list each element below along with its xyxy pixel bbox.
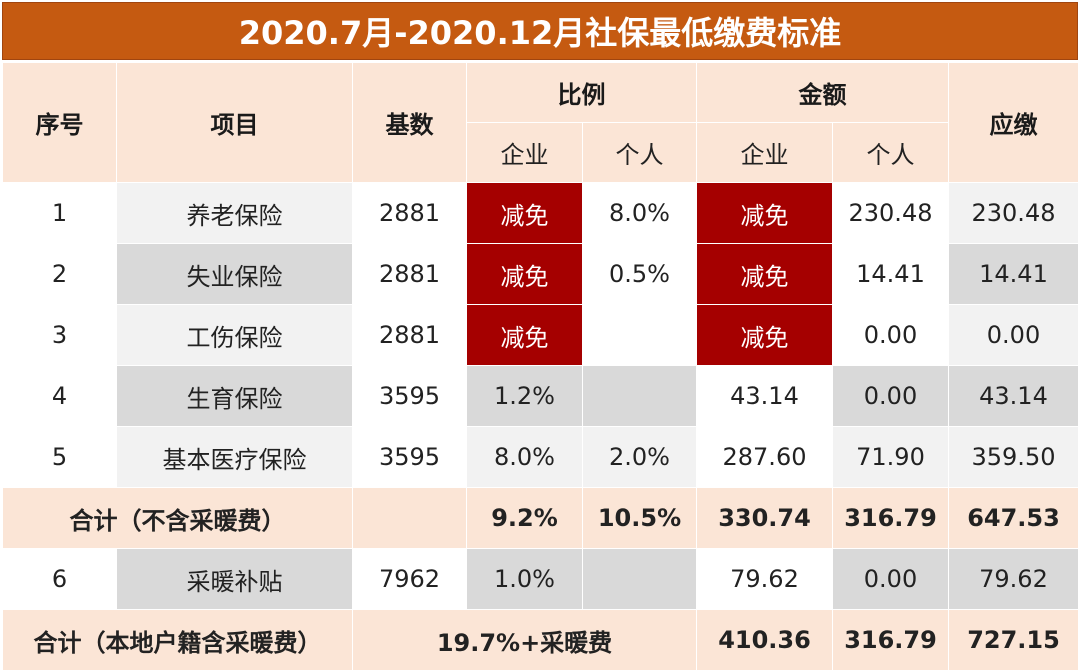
header-amount-personal: 个人 [832, 122, 949, 183]
row-item: 工伤保险 [116, 304, 353, 366]
header-ratio-enterprise: 企业 [466, 122, 583, 183]
row-amount-enterprise: 减免 [696, 182, 833, 244]
row-base: 3595 [352, 426, 467, 488]
subtotal-amount-enterprise: 330.74 [696, 487, 833, 549]
row-due: 43.14 [948, 365, 1079, 427]
row-ratio-enterprise: 8.0% [466, 426, 583, 488]
row-amount-enterprise: 减免 [696, 243, 833, 305]
row-seq: 1 [2, 182, 117, 244]
header-ratio-personal: 个人 [582, 122, 697, 183]
row-base: 2881 [352, 304, 467, 366]
table-row: 5 基本医疗保险 3595 8.0% 2.0% 287.60 71.90 359… [2, 426, 1079, 488]
row-ratio-enterprise: 1.2% [466, 365, 583, 427]
row-ratio-personal [582, 548, 697, 610]
row-amount-personal: 0.00 [832, 548, 949, 610]
subtotal-ratio-personal: 10.5% [582, 487, 697, 549]
header-due: 应缴 [948, 62, 1079, 183]
table-row: 1 养老保险 2881 减免 8.0% 减免 230.48 230.48 [2, 182, 1079, 244]
row-due: 0.00 [948, 304, 1079, 366]
header-item: 项目 [116, 62, 353, 183]
row-due: 14.41 [948, 243, 1079, 305]
table-title: 2020.7月-2020.12月社保最低缴费标准 [2, 2, 1078, 60]
row-due: 230.48 [948, 182, 1079, 244]
row-item: 采暖补贴 [116, 548, 353, 610]
table-row: 4 生育保险 3595 1.2% 43.14 0.00 43.14 [2, 365, 1079, 427]
row-item: 失业保险 [116, 243, 353, 305]
total-label: 合计（本地户籍含采暖费） [2, 609, 353, 671]
table-row: 3 工伤保险 2881 减免 减免 0.00 0.00 [2, 304, 1079, 366]
total-ratio: 19.7%+采暖费 [352, 609, 697, 671]
row-amount-personal: 71.90 [832, 426, 949, 488]
row-base: 7962 [352, 548, 467, 610]
header-ratio: 比例 [466, 62, 697, 123]
row-seq: 6 [2, 548, 117, 610]
row-ratio-personal: 8.0% [582, 182, 697, 244]
row-ratio-enterprise: 减免 [466, 182, 583, 244]
row-amount-enterprise: 79.62 [696, 548, 833, 610]
row-base: 2881 [352, 182, 467, 244]
row-item: 基本医疗保险 [116, 426, 353, 488]
row-ratio-personal [582, 304, 697, 366]
row-due: 79.62 [948, 548, 1079, 610]
row-due: 359.50 [948, 426, 1079, 488]
table-row: 2 失业保险 2881 减免 0.5% 减免 14.41 14.41 [2, 243, 1079, 305]
row-seq: 3 [2, 304, 117, 366]
row-seq: 2 [2, 243, 117, 305]
row-amount-enterprise: 减免 [696, 304, 833, 366]
table-row: 6 采暖补贴 7962 1.0% 79.62 0.00 79.62 [2, 548, 1079, 610]
total-amount-personal: 316.79 [832, 609, 949, 671]
row-amount-personal: 230.48 [832, 182, 949, 244]
subtotal-amount-personal: 316.79 [832, 487, 949, 549]
row-amount-enterprise: 287.60 [696, 426, 833, 488]
subtotal-base [352, 487, 467, 549]
row-item: 生育保险 [116, 365, 353, 427]
header-seq: 序号 [2, 62, 117, 183]
row-item: 养老保险 [116, 182, 353, 244]
row-ratio-enterprise: 减免 [466, 243, 583, 305]
row-ratio-enterprise: 减免 [466, 304, 583, 366]
total-amount-enterprise: 410.36 [696, 609, 833, 671]
row-ratio-personal [582, 365, 697, 427]
header-amount: 金额 [696, 62, 949, 123]
row-base: 3595 [352, 365, 467, 427]
header-amount-enterprise: 企业 [696, 122, 833, 183]
row-amount-personal: 0.00 [832, 365, 949, 427]
subtotal-row: 合计（不含采暖费） 9.2% 10.5% 330.74 316.79 647.5… [2, 487, 1079, 549]
subtotal-ratio-enterprise: 9.2% [466, 487, 583, 549]
header-base: 基数 [352, 62, 467, 183]
subtotal-label: 合计（不含采暖费） [2, 487, 353, 549]
social-insurance-table: 序号 项目 基数 比例 金额 应缴 企业 个人 企业 个人 1 养老保险 288… [2, 62, 1079, 671]
row-seq: 5 [2, 426, 117, 488]
row-amount-personal: 14.41 [832, 243, 949, 305]
row-seq: 4 [2, 365, 117, 427]
total-due: 727.15 [948, 609, 1079, 671]
row-amount-enterprise: 43.14 [696, 365, 833, 427]
subtotal-due: 647.53 [948, 487, 1079, 549]
row-ratio-personal: 0.5% [582, 243, 697, 305]
row-ratio-enterprise: 1.0% [466, 548, 583, 610]
row-ratio-personal: 2.0% [582, 426, 697, 488]
row-base: 2881 [352, 243, 467, 305]
total-row: 合计（本地户籍含采暖费） 19.7%+采暖费 410.36 316.79 727… [2, 609, 1079, 671]
row-amount-personal: 0.00 [832, 304, 949, 366]
